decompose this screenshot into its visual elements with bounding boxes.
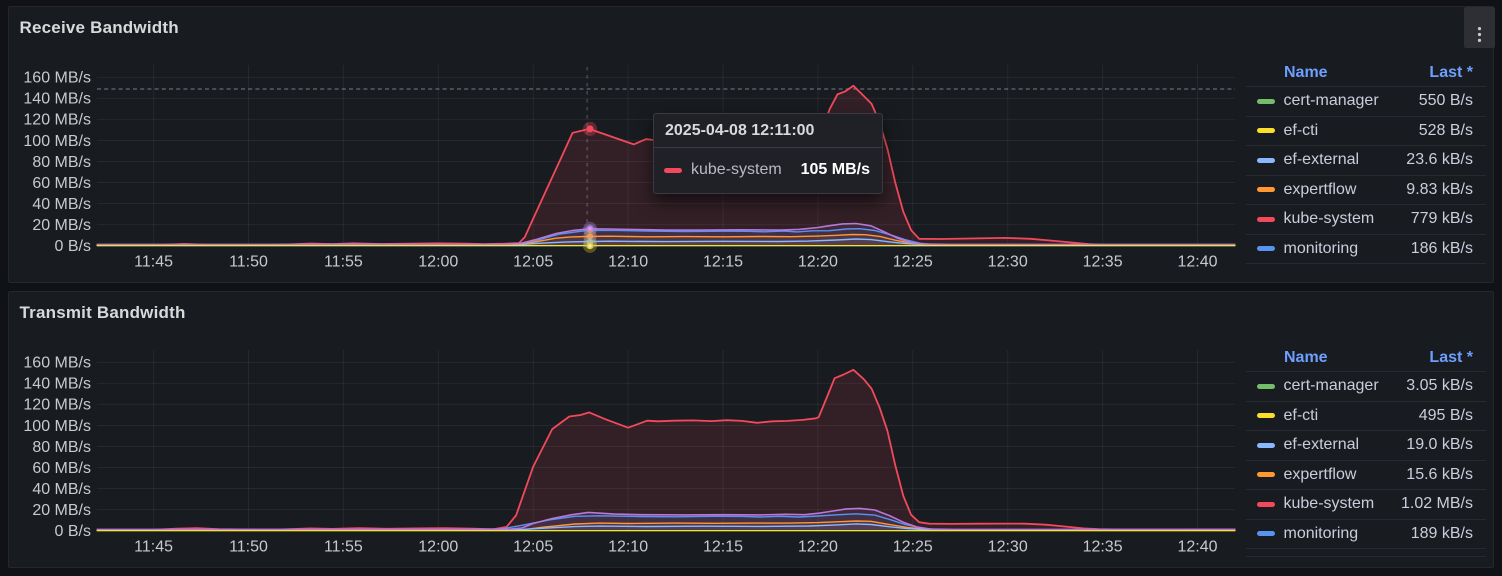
svg-text:20 MB/s: 20 MB/s [32,502,91,519]
svg-text:0 B/s: 0 B/s [55,238,91,255]
svg-text:12:40: 12:40 [1177,539,1217,556]
svg-text:12:40: 12:40 [1177,254,1217,271]
svg-text:40 MB/s: 40 MB/s [32,481,91,498]
svg-text:11:50: 11:50 [229,254,268,271]
svg-text:20 MB/s: 20 MB/s [32,217,91,234]
svg-text:11:55: 11:55 [324,254,363,271]
svg-text:12:00: 12:00 [418,254,458,271]
svg-text:80 MB/s: 80 MB/s [32,154,91,171]
svg-text:12:25: 12:25 [893,539,933,556]
svg-text:12:30: 12:30 [988,539,1028,556]
svg-text:12:00: 12:00 [418,539,458,556]
svg-text:12:35: 12:35 [1083,539,1123,556]
svg-text:100 MB/s: 100 MB/s [23,133,91,150]
svg-text:11:45: 11:45 [134,539,173,556]
svg-text:40 MB/s: 40 MB/s [32,196,91,213]
svg-text:12:15: 12:15 [703,254,743,271]
svg-text:120 MB/s: 120 MB/s [23,112,91,129]
svg-text:80 MB/s: 80 MB/s [32,439,91,456]
svg-text:160 MB/s: 160 MB/s [23,70,91,87]
svg-text:120 MB/s: 120 MB/s [23,397,91,414]
svg-text:12:05: 12:05 [513,254,553,271]
svg-text:11:50: 11:50 [229,539,268,556]
svg-text:12:30: 12:30 [988,254,1028,271]
svg-text:60 MB/s: 60 MB/s [32,460,91,477]
svg-text:11:55: 11:55 [324,539,363,556]
svg-text:100 MB/s: 100 MB/s [23,418,91,435]
svg-text:12:20: 12:20 [798,254,838,271]
svg-text:140 MB/s: 140 MB/s [23,376,91,393]
svg-text:0 B/s: 0 B/s [55,523,91,540]
svg-text:11:45: 11:45 [134,254,173,271]
svg-text:140 MB/s: 140 MB/s [23,91,91,108]
svg-text:12:25: 12:25 [893,254,933,271]
svg-text:12:10: 12:10 [608,254,648,271]
svg-text:12:15: 12:15 [703,539,743,556]
svg-text:12:35: 12:35 [1083,254,1123,271]
svg-text:12:05: 12:05 [513,539,553,556]
svg-text:60 MB/s: 60 MB/s [32,175,91,192]
svg-text:12:10: 12:10 [608,539,648,556]
svg-text:12:20: 12:20 [798,539,838,556]
svg-text:160 MB/s: 160 MB/s [23,355,91,372]
